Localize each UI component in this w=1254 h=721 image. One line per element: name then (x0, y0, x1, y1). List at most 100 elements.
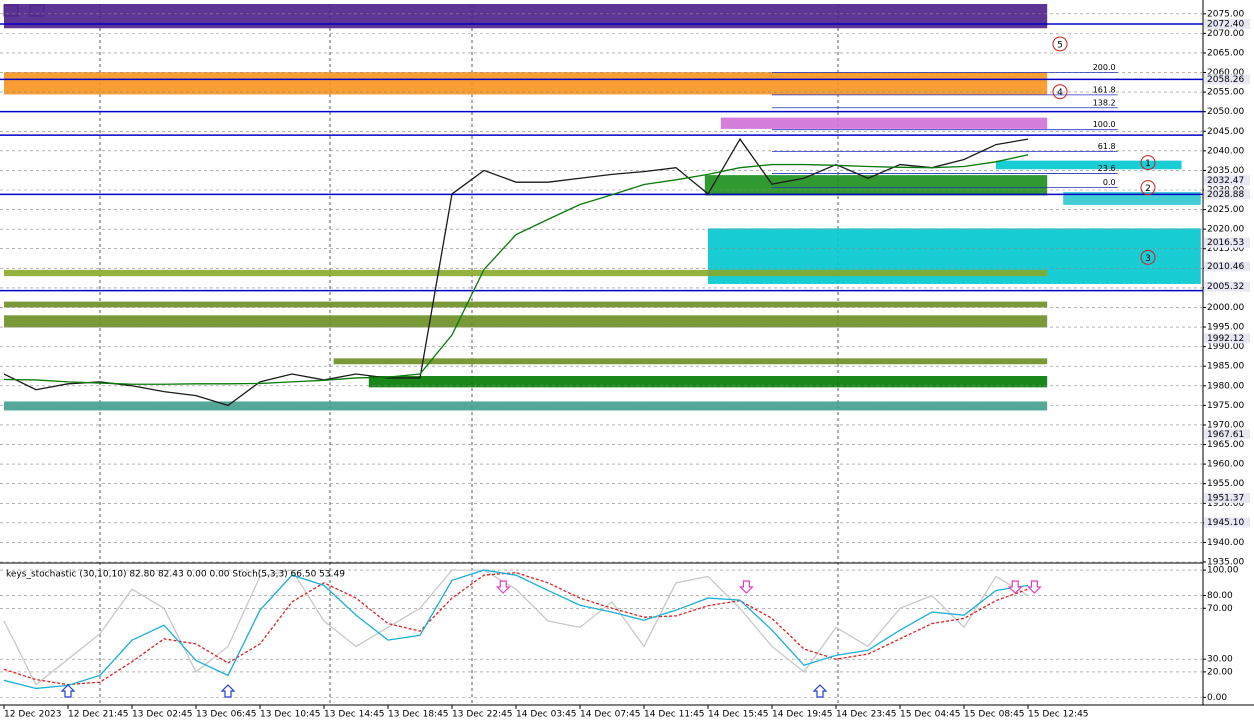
x-tick-label: 14 Dec 11:45 (644, 710, 705, 720)
y-tick-label: 1970.00 (1207, 420, 1244, 430)
annotation-label: 4 (1057, 88, 1063, 98)
series-line (3, 569, 1029, 690)
price-label: 1992.12 (1207, 334, 1244, 344)
y-tick-label: 1940.00 (1207, 538, 1244, 548)
y-tick-label: 2070.00 (1207, 29, 1244, 39)
price-zone (720, 117, 1048, 129)
y-tick-label: 1985.00 (1207, 362, 1244, 372)
price-zone (996, 160, 1182, 170)
x-tick-label: 13 Dec 10:45 (260, 710, 321, 720)
price-zone (1063, 191, 1201, 205)
annotation-circle (1052, 36, 1068, 52)
x-tick-label: 13 Dec 02:45 (132, 710, 193, 720)
x-tick-label: 13 Dec 18:45 (388, 710, 449, 720)
annotation-label: 2 (1145, 184, 1151, 194)
price-zone (4, 72, 1048, 95)
y-tick-label: 1980.00 (1207, 381, 1244, 391)
y-tick-label: 2015.00 (1207, 244, 1244, 254)
x-tick-label: 15 Dec 04:45 (900, 710, 961, 720)
y-tick-label: 1935.00 (1207, 558, 1244, 568)
price-label-box (1204, 175, 1250, 186)
y-tick-label: 2000.00 (1207, 303, 1244, 313)
price-label: 2028.88 (1207, 190, 1244, 200)
annotation-label: 1 (1145, 159, 1151, 169)
fib-label: 161.8 (1093, 85, 1116, 94)
y-tick-label: 20.00 (1207, 667, 1233, 677)
annotation-label: 5 (1057, 40, 1063, 50)
y-tick-label: 2055.00 (1207, 88, 1244, 98)
x-tick-label: 12 Dec 2023 (4, 710, 62, 720)
price-label: 2016.53 (1207, 238, 1244, 248)
price-label-box (1204, 189, 1250, 200)
price-zone (4, 301, 1048, 308)
x-tick-label: 13 Dec 06:45 (196, 710, 257, 720)
x-tick-label: 14 Dec 03:45 (516, 710, 577, 720)
price-label: 1967.61 (1207, 430, 1244, 440)
y-tick-label: 1995.00 (1207, 323, 1244, 333)
y-tick-label: 2065.00 (1207, 48, 1244, 58)
y-tick-label: 2050.00 (1207, 107, 1244, 117)
fib-label: 200.0 (1093, 63, 1116, 72)
y-tick-label: 100.00 (1207, 566, 1239, 576)
y-tick-label: 80.00 (1207, 591, 1233, 601)
series-line (3, 154, 1029, 385)
y-tick-label: 2035.00 (1207, 166, 1244, 176)
series-line (3, 571, 1029, 686)
price-label: 2032.47 (1207, 176, 1244, 186)
price-label-box (1204, 517, 1250, 528)
down-arrow (1007, 580, 1023, 594)
y-tick-label: 2045.00 (1207, 127, 1244, 137)
annotation-label: 3 (1145, 254, 1151, 264)
up-arrow (220, 684, 236, 698)
price-label-box (1204, 492, 1250, 503)
annotation-circle (1052, 84, 1068, 100)
down-arrow (495, 580, 511, 594)
fib-label: 100.0 (1093, 120, 1116, 129)
y-tick-label: 2025.00 (1207, 205, 1244, 215)
y-tick-label: 0.00 (1207, 693, 1227, 703)
y-tick-label: 1975.00 (1207, 401, 1244, 411)
fib-label: 0.0 (1103, 178, 1116, 187)
y-tick-label: 70.00 (1207, 604, 1233, 614)
y-tick-label: 1955.00 (1207, 479, 1244, 489)
up-arrow (812, 684, 828, 698)
annotation-circle (1140, 249, 1156, 265)
y-tick-label: 2060.00 (1207, 68, 1244, 78)
annotation-circle (1140, 155, 1156, 171)
annotation-circle (1140, 180, 1156, 196)
price-label-box (1204, 333, 1250, 344)
fib-label: 61.8 (1098, 142, 1116, 151)
price-label-box (1204, 261, 1250, 272)
fib-label: 138.2 (1093, 98, 1116, 107)
price-label-box (1204, 281, 1250, 292)
price-zone (333, 358, 1048, 365)
series-line (3, 569, 1029, 686)
y-tick-label: 2040.00 (1207, 146, 1244, 156)
indicator-title: keys_stochastic (30,10,10) 82.80 82.43 0… (6, 570, 345, 580)
price-zone (4, 269, 1048, 277)
up-arrow (60, 684, 76, 698)
price-label-box (1204, 429, 1250, 440)
price-label: 2010.46 (1207, 262, 1244, 272)
y-tick-label: 1960.00 (1207, 460, 1244, 470)
price-label-box (1204, 18, 1250, 29)
x-tick-label: 14 Dec 23:45 (836, 710, 897, 720)
x-tick-label: 12 Dec 21:45 (68, 710, 129, 720)
price-label: 2058.26 (1207, 75, 1244, 85)
price-zone (4, 401, 1048, 411)
y-tick-label: 2075.00 (1207, 9, 1244, 19)
price-label: 1951.37 (1207, 493, 1244, 503)
x-tick-label: 14 Dec 15:45 (708, 710, 769, 720)
x-tick-label: 15 Dec 12:45 (1028, 710, 1089, 720)
x-tick-label: 13 Dec 22:45 (452, 710, 513, 720)
down-arrow (1026, 580, 1042, 594)
price-label: 2072.40 (1207, 19, 1244, 29)
y-tick-label: 2020.00 (1207, 225, 1244, 235)
x-tick-label: 13 Dec 14:45 (324, 710, 385, 720)
price-label: 1945.10 (1207, 518, 1244, 528)
x-tick-label: 15 Dec 08:45 (964, 710, 1025, 720)
price-label-box (1204, 74, 1250, 85)
y-tick-label: 30.00 (1207, 655, 1233, 665)
price-zone (704, 175, 1048, 196)
